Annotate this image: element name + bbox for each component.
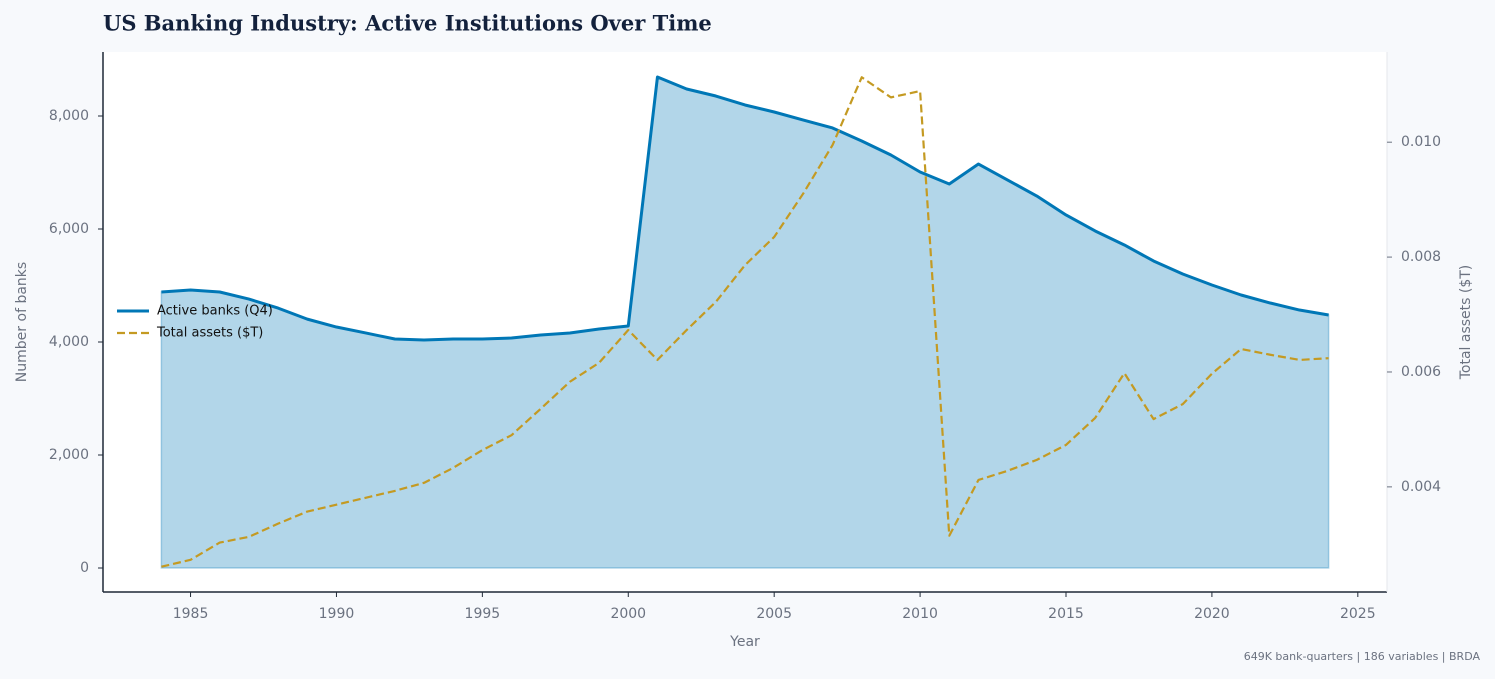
y2-tick-label: 0.004 [1401,479,1441,495]
y-tick-label: 6,000 [49,221,89,237]
chart-title: US Banking Industry: Active Institutions… [103,11,712,36]
x-tick-label: 2020 [1194,606,1230,622]
legend-label: Active banks (Q4) [157,304,273,319]
y2-tick-label: 0.008 [1401,249,1441,265]
y2-axis-label: Total assets ($T) [1458,265,1474,381]
y2-tick-label: 0.006 [1401,364,1441,380]
y-tick-label: 2,000 [49,447,89,463]
x-axis-label: Year [729,634,760,650]
footnote: 649K bank-quarters | 186 variables | BRD… [1244,650,1481,663]
x-tick-label: 2015 [1048,606,1084,622]
x-tick-label: 1985 [173,606,209,622]
x-tick-label: 2010 [902,606,938,622]
x-tick-label: 2000 [610,606,646,622]
y-tick-label: 4,000 [49,334,89,350]
x-tick-label: 1995 [465,606,501,622]
line [161,75,1329,342]
x-tick-label: 2005 [756,606,792,622]
legend-label: Total assets ($T) [156,326,263,341]
y-axis-label: Number of banks [14,262,30,382]
x-tick-label: 2025 [1340,606,1376,622]
y-tick-label: 8,000 [49,108,89,124]
line [161,76,1329,568]
y-tick-label: 0 [80,560,89,576]
y2-tick-label: 0.010 [1401,134,1441,150]
x-tick-label: 1990 [319,606,355,622]
